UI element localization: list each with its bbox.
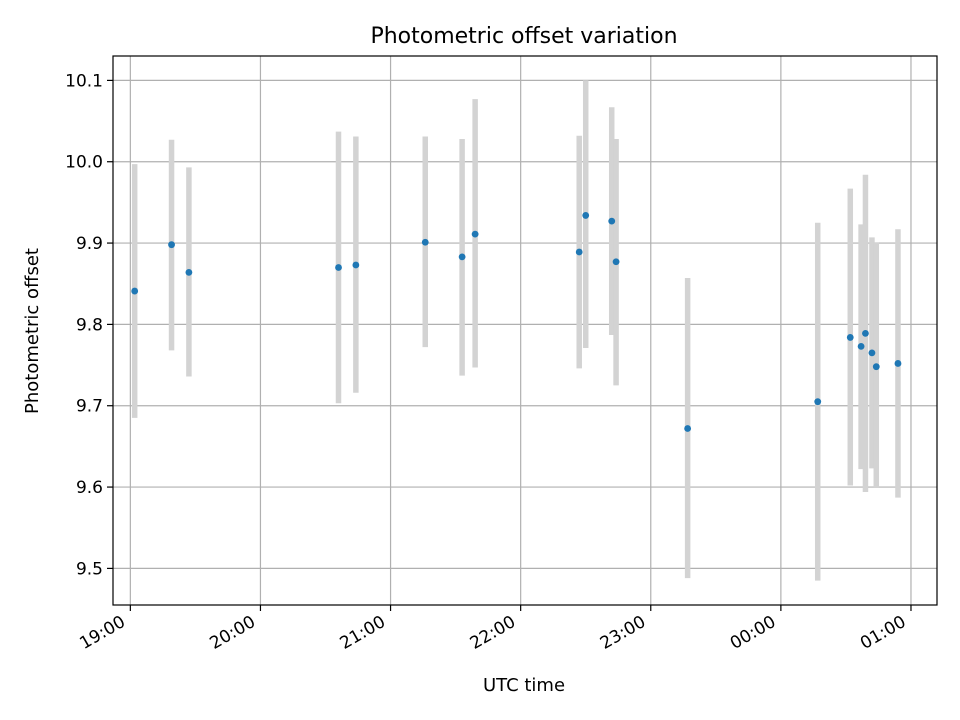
- data-point: [846, 334, 854, 341]
- data-point: [131, 287, 139, 295]
- data-point: [857, 342, 865, 350]
- data-point: [471, 230, 479, 238]
- grid-lines: [113, 56, 937, 605]
- x-tick-label: 20:00: [207, 612, 259, 654]
- data-point: [684, 425, 692, 432]
- y-tick-label: 9.6: [76, 478, 103, 498]
- data-point: [421, 238, 429, 246]
- x-tick-label: 23:00: [597, 612, 649, 654]
- x-tick-label: 22:00: [467, 612, 519, 654]
- x-axis: 19:00 20:00 21:00 22:00 23:00 00:00 01:00: [76, 605, 912, 654]
- data-point: [862, 329, 869, 337]
- x-tick-label: 19:00: [76, 612, 128, 654]
- y-axis: 9.5 9.6 9.7 9.8 9.9 10.0 10.1: [65, 71, 113, 579]
- data-point: [352, 261, 360, 269]
- x-tick-label: 21:00: [337, 612, 389, 654]
- y-tick-label: 9.9: [76, 234, 103, 254]
- data-point: [608, 217, 616, 225]
- data-point: [612, 258, 620, 266]
- y-tick-label: 10.1: [65, 71, 103, 91]
- x-axis-title: UTC time: [483, 675, 565, 696]
- data-point: [458, 253, 466, 261]
- error-bars: [131, 80, 901, 581]
- data-point: [168, 241, 175, 249]
- plot-frame: [112, 55, 938, 606]
- data-point: [575, 248, 583, 256]
- y-tick-label: 9.7: [76, 397, 103, 417]
- data-point: [872, 363, 880, 371]
- data-point: [185, 268, 193, 276]
- y-axis-title: Photometric offset: [22, 248, 43, 414]
- y-tick-label: 9.8: [76, 315, 103, 335]
- data-points: [131, 212, 902, 432]
- y-tick-label: 10.0: [65, 153, 103, 173]
- x-tick-label: 01:00: [857, 612, 909, 654]
- data-point: [814, 398, 822, 406]
- data-point: [335, 264, 342, 271]
- y-tick-label: 9.5: [76, 559, 103, 579]
- x-tick-label: 00:00: [727, 612, 779, 654]
- data-point: [868, 349, 876, 357]
- data-point: [894, 360, 902, 367]
- data-point: [582, 212, 590, 219]
- chart-title: Photometric offset variation: [370, 24, 677, 49]
